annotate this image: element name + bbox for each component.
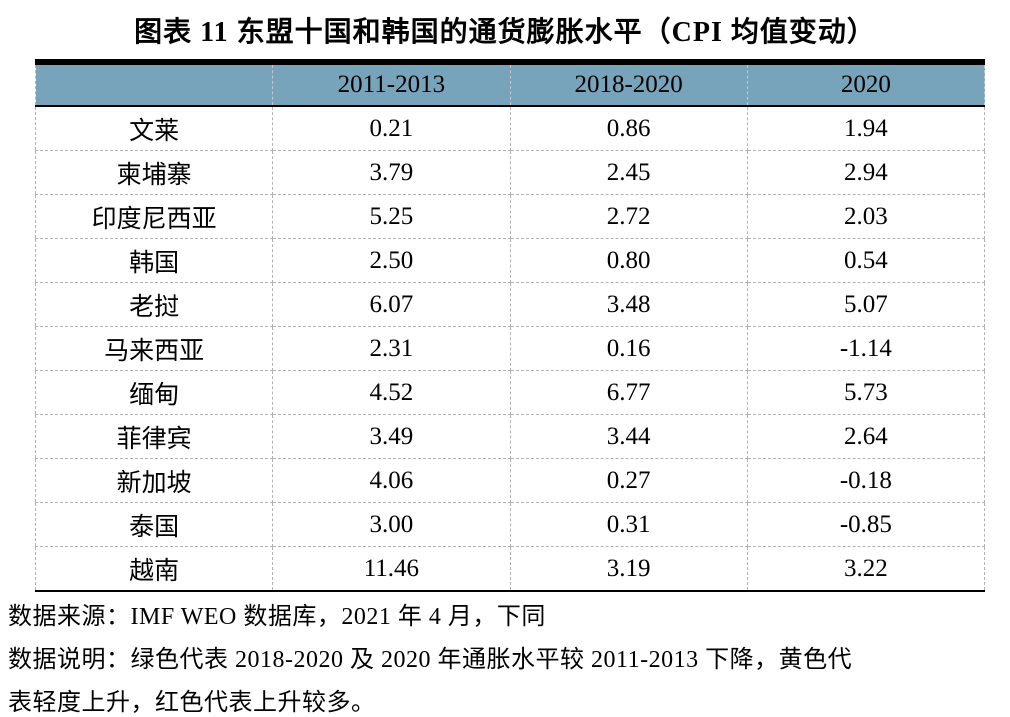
cpi-table: 2011-2013 2018-2020 2020 文莱 0.21 0.86 1.94 柬埔寨…: [35, 59, 986, 592]
column-header-2020: 2020: [747, 62, 986, 107]
data-note-line-2: 表轻度上升，红色代表上升较多。: [8, 690, 376, 716]
value-cell: 3.22: [747, 546, 986, 592]
table-row: 文莱 0.21 0.86 1.94: [35, 106, 986, 151]
table-row: 韩国 2.50 0.80 0.54: [35, 238, 986, 283]
value-cell: 3.79: [272, 150, 511, 195]
value-cell: -0.18: [747, 458, 986, 503]
value-cell: 3.19: [510, 546, 748, 592]
value-cell: 0.31: [510, 502, 748, 547]
value-cell: 3.00: [272, 502, 511, 547]
column-header-2011-2013: 2011-2013: [272, 62, 511, 107]
table-row: 柬埔寨 3.79 2.45 2.94: [35, 150, 986, 195]
country-cell: 印度尼西亚: [35, 194, 274, 239]
value-cell: 2.03: [747, 194, 986, 239]
value-cell: 0.16: [510, 326, 748, 371]
table-row: 新加坡 4.06 0.27 -0.18: [35, 458, 986, 503]
value-cell: 2.50: [272, 238, 511, 283]
country-cell: 老挝: [35, 282, 274, 327]
table-row: 印度尼西亚 5.25 2.72 2.03: [35, 194, 986, 239]
value-cell: 2.45: [510, 150, 748, 195]
value-cell: -1.14: [747, 326, 986, 371]
column-header-2018-2020: 2018-2020: [510, 62, 748, 107]
country-cell: 新加坡: [35, 458, 274, 503]
country-cell: 文莱: [35, 106, 274, 151]
table-row: 菲律宾 3.49 3.44 2.64: [35, 414, 986, 459]
value-cell: 1.94: [747, 106, 986, 151]
table-row: 缅甸 4.52 6.77 5.73: [35, 370, 986, 415]
value-cell: 2.72: [510, 194, 748, 239]
value-cell: 2.94: [747, 150, 986, 195]
value-cell: 2.31: [272, 326, 511, 371]
corner-header-cell: [35, 62, 274, 107]
country-cell: 韩国: [35, 238, 274, 283]
figure-title: 图表 11 东盟十国和韩国的通货膨胀水平（CPI 均值变动）: [134, 17, 876, 48]
value-cell: 0.27: [510, 458, 748, 503]
value-cell: 0.21: [272, 106, 511, 151]
country-cell: 越南: [35, 546, 274, 592]
value-cell: 0.80: [510, 238, 748, 283]
table-row: 老挝 6.07 3.48 5.07: [35, 282, 986, 327]
country-cell: 柬埔寨: [35, 150, 274, 195]
value-cell: 5.73: [747, 370, 986, 415]
country-cell: 马来西亚: [35, 326, 274, 371]
table-row: 马来西亚 2.31 0.16 -1.14: [35, 326, 986, 371]
figure-footnotes: 数据来源：IMF WEO 数据库，2021 年 4 月，下同 数据说明：绿色代表…: [8, 596, 1004, 717]
country-cell: 菲律宾: [35, 414, 274, 459]
table-header-row: 2011-2013 2018-2020 2020: [35, 62, 986, 107]
value-cell: 6.07: [272, 282, 511, 327]
value-cell: 6.77: [510, 370, 748, 415]
data-source-note: 数据来源：IMF WEO 数据库，2021 年 4 月，下同: [8, 604, 546, 630]
country-cell: 缅甸: [35, 370, 274, 415]
value-cell: 2.64: [747, 414, 986, 459]
value-cell: 0.86: [510, 106, 748, 151]
value-cell: 5.07: [747, 282, 986, 327]
value-cell: -0.85: [747, 502, 986, 547]
value-cell: 3.49: [272, 414, 511, 459]
value-cell: 3.44: [510, 414, 748, 459]
table-row: 越南 11.46 3.19 3.22: [35, 546, 986, 592]
country-cell: 泰国: [35, 502, 274, 547]
value-cell: 5.25: [272, 194, 511, 239]
data-note-line-1: 数据说明：绿色代表 2018-2020 及 2020 年通胀水平较 2011-2…: [8, 647, 853, 673]
value-cell: 0.54: [747, 238, 986, 283]
value-cell: 4.52: [272, 370, 511, 415]
value-cell: 11.46: [272, 546, 511, 592]
value-cell: 3.48: [510, 282, 748, 327]
table-row: 泰国 3.00 0.31 -0.85: [35, 502, 986, 547]
value-cell: 4.06: [272, 458, 511, 503]
